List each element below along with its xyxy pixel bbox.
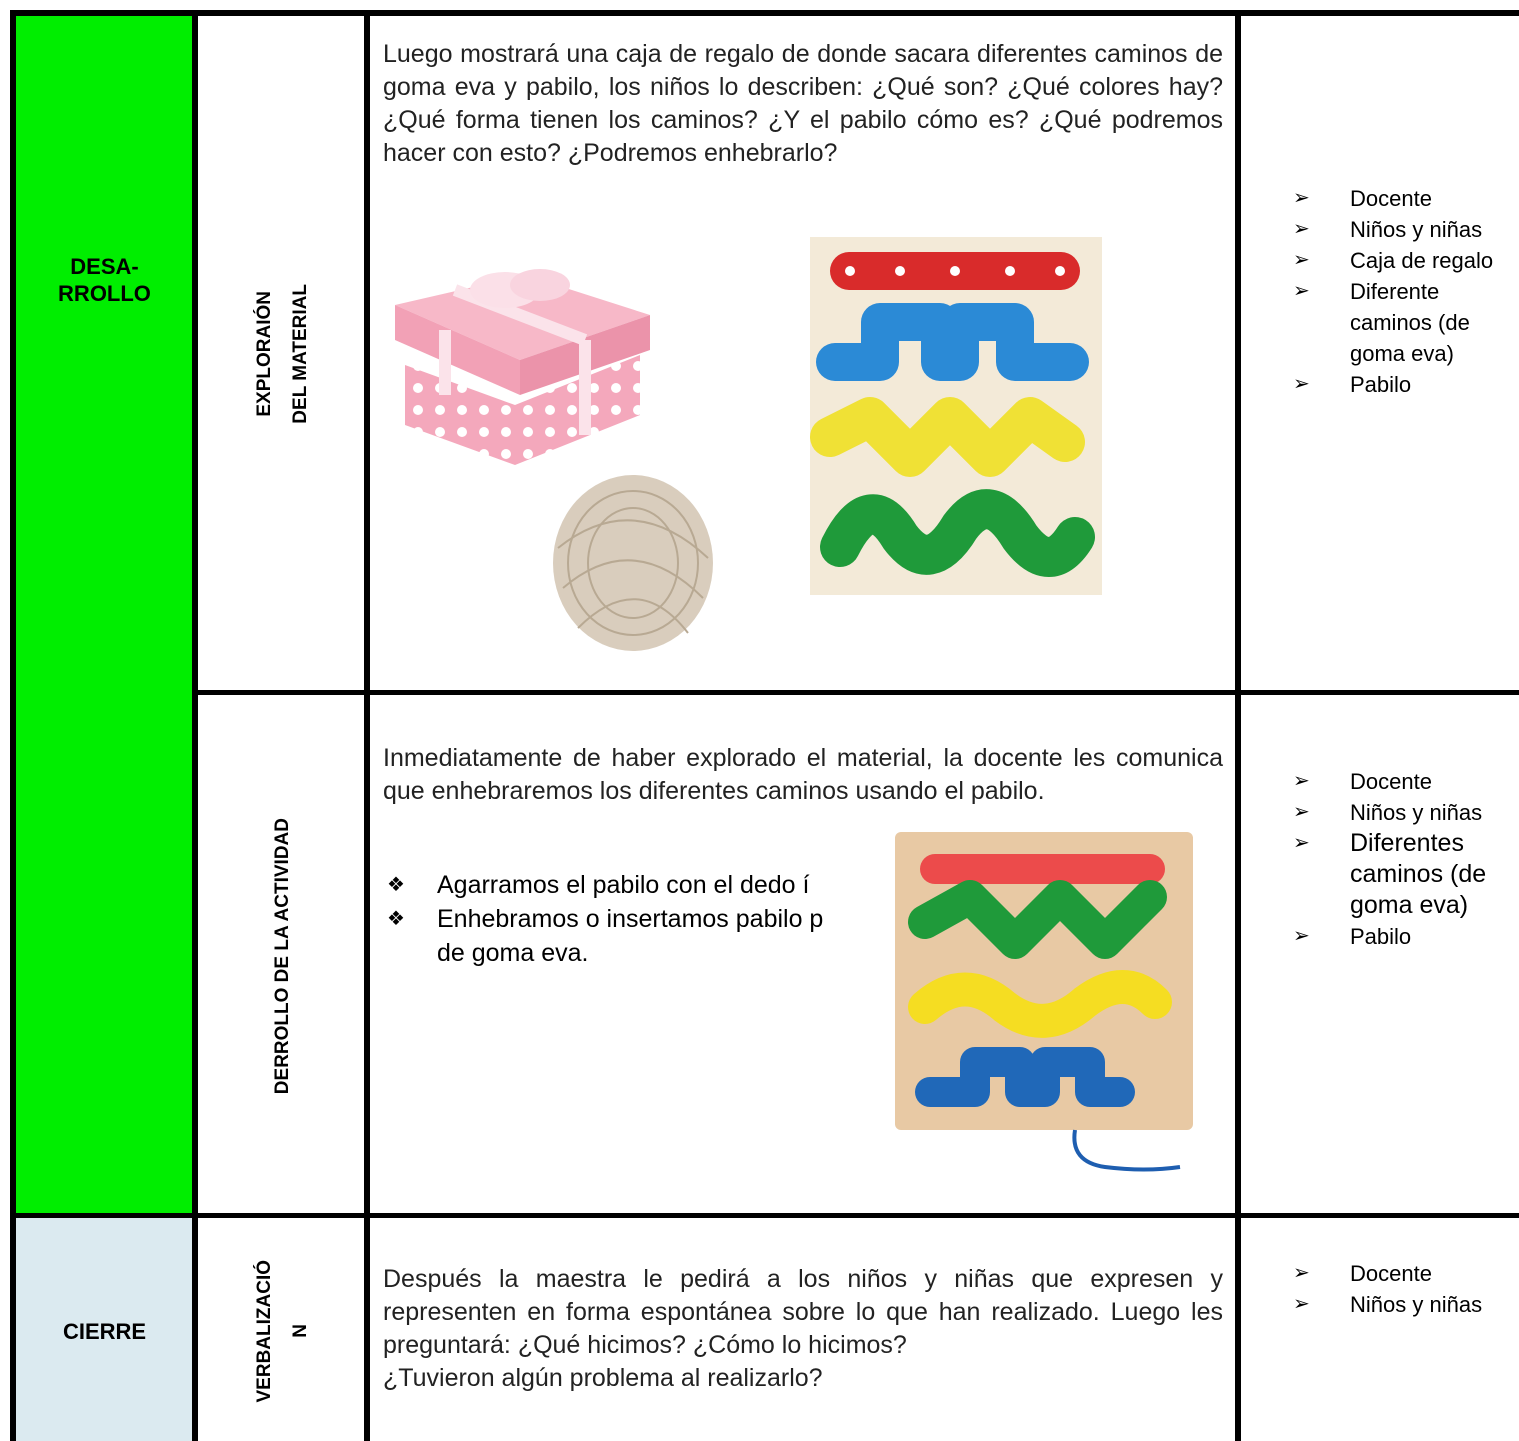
stage-label: CIERRE [16,1221,193,1441]
resource-item: ➢ Pabilo [1293,369,1519,400]
arrow-marker: ➢ [1293,187,1310,209]
arrow-marker: ➢ [1293,832,1310,854]
arrow-marker: ➢ [1293,280,1310,302]
stage-text: CIERRE [62,1318,147,1344]
resource-text: Docente [1350,1261,1432,1286]
stage-cell [10,10,193,1215]
paragraph: Luego mostrará una caja de regalo de don… [383,40,1223,167]
resource-item: ➢ Niños y niñas [1293,797,1519,828]
phase-text: EXPLORAIÓN [254,291,275,417]
phase-label: EXPLORAIÓN DEL MATERIAL [199,16,367,692]
arrow-marker: ➢ [1293,1293,1310,1315]
resource-list: ➢ Docente ➢ Niños y niñas [1293,1258,1519,1320]
border [1235,10,1241,1441]
resource-item: ➢ Docente [1293,766,1519,797]
border [192,690,1519,695]
gift-box-image [395,269,650,465]
lacing-board-image [810,237,1102,595]
bullet-text: Agarramos el pabilo con el dedo í [437,871,810,899]
arrow-marker: ➢ [1293,801,1310,823]
border [364,10,370,1441]
paragraph: ¿Tuvieron algún problema al realizarlo? [383,1364,823,1392]
stage-text: RROLLO [58,281,151,306]
stage-cell [10,1215,193,1441]
border [10,10,1519,16]
resource-item: ➢ Diferente caminos (de goma eva) [1293,276,1519,369]
lacing-board-image [895,832,1193,1172]
resource-text: Diferente caminos (de goma eva) [1350,279,1470,366]
resource-list: ➢ Docente ➢ Niños y niñas ➢ Diferentes camino… [1293,766,1519,952]
arrow-marker: ➢ [1293,1262,1310,1284]
bullet-item: ❖ Agarramos el pabilo con el dedo í [387,868,987,902]
arrow-marker: ➢ [1293,770,1310,792]
resource-text: Pabilo [1350,372,1412,397]
phase-text: DEL MATERIAL [290,284,311,424]
arrow-marker: ➢ [1293,249,1310,271]
resource-text: Pabilo [1350,924,1412,949]
border [10,10,16,1441]
resource-item: ➢ Pabilo [1293,921,1519,952]
resource-text: Niños y niñas [1350,217,1483,242]
resource-item: ➢ Docente [1293,1258,1519,1289]
bullet-text: Enhebramos o insertamos pabilo p [437,905,824,933]
arrow-marker: ➢ [1293,925,1310,947]
bullet-marker: ❖ [387,874,405,896]
resource-text: Docente [1350,186,1432,211]
resource-text: Diferentes caminos (de goma eva) [1350,829,1487,919]
description: Después la maestra le pedirá a los niños… [383,1263,1223,1395]
resource-text: Docente [1350,769,1432,794]
border [192,10,198,1441]
phase-text: DERROLLO DE LA ACTIVIDAD [272,818,293,1095]
resource-text: Caja de regalo [1350,248,1494,273]
description: Inmediatamente de haber explorado el mat… [383,742,1223,808]
stage-text: DESA- [70,254,139,279]
phase-text: VERBALIZACIÓ [254,1259,275,1403]
bullet-list: ❖ Agarramos el pabilo con el dedo í ❖ Enheb… [387,868,987,970]
resource-item: ➢ Caja de regalo [1293,245,1519,276]
phase-text: N [290,1324,311,1338]
paragraph: Inmediatamente de haber explorado el mat… [383,744,1223,805]
stage-label: DESA- RROLLO [16,10,193,550]
resource-list: ➢ Docente ➢ Niños y niñas ➢ Caja de regalo ➢ Di… [1293,183,1519,400]
border [10,1213,1519,1218]
bullet-text: de goma eva. [437,939,589,967]
resource-item: ➢ Niños y niñas [1293,1289,1519,1320]
bullet-marker: ❖ [387,908,405,930]
paragraph: Después la maestra le pedirá a los niños… [383,1265,1223,1359]
phase-label: VERBALIZACIÓ N [199,1221,367,1441]
arrow-marker: ➢ [1293,373,1310,395]
resource-item: ➢ Niños y niñas [1293,214,1519,245]
resource-item: ➢ Docente [1293,183,1519,214]
resource-item: ➢ Diferentes caminos (de goma eva) [1293,828,1519,921]
twine-image [553,475,713,651]
phase-label: DERROLLO DE LA ACTIVIDAD [199,698,367,1215]
arrow-marker: ➢ [1293,218,1310,240]
resource-text: Niños y niñas [1350,1292,1483,1317]
resource-text: Niños y niñas [1350,800,1483,825]
description: Luego mostrará una caja de regalo de don… [383,38,1223,170]
bullet-item: ❖ Enhebramos o insertamos pabilo p de goma… [387,902,987,970]
